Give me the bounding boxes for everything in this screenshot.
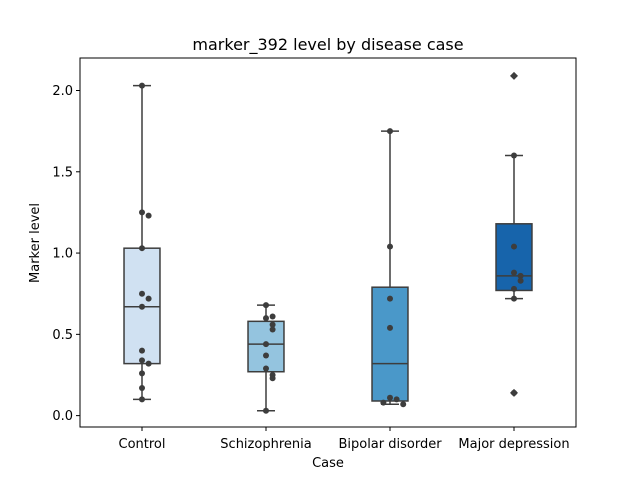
data-point xyxy=(139,290,145,297)
swarm-points xyxy=(380,128,407,408)
box-group xyxy=(371,130,409,405)
data-point xyxy=(517,277,524,284)
y-tick-label: 2.0 xyxy=(52,84,73,99)
data-point xyxy=(263,341,269,348)
swarm-points xyxy=(139,82,152,403)
data-point xyxy=(145,360,152,367)
swarm-points xyxy=(511,152,524,396)
data-point xyxy=(139,347,145,354)
data-point xyxy=(269,326,276,333)
data-point xyxy=(511,295,517,302)
data-point xyxy=(511,269,517,276)
x-tick-label: Bipolar disorder xyxy=(338,437,442,452)
data-point xyxy=(263,365,269,372)
box-group xyxy=(495,71,533,397)
data-point xyxy=(387,295,393,302)
data-point xyxy=(511,243,517,250)
y-tick-label: 0.0 xyxy=(52,409,73,424)
data-point xyxy=(511,389,517,396)
data-point xyxy=(263,352,269,359)
data-point xyxy=(269,313,276,320)
chart-title: marker_392 level by disease case xyxy=(192,35,463,55)
x-tick-label: Major depression xyxy=(458,437,569,452)
data-point xyxy=(387,394,393,401)
y-tick-label: 0.5 xyxy=(52,328,73,343)
x-axis-label: Case xyxy=(312,456,344,471)
data-point xyxy=(139,370,145,377)
y-tick-label: 1.5 xyxy=(52,165,73,180)
data-point xyxy=(393,396,400,403)
data-point xyxy=(139,357,145,364)
data-point xyxy=(380,399,387,406)
data-point xyxy=(139,396,145,403)
y-axis-label: Marker level xyxy=(28,203,43,283)
data-point xyxy=(387,324,393,331)
data-point xyxy=(139,82,145,89)
data-point xyxy=(139,245,145,252)
data-point xyxy=(511,285,517,292)
data-point xyxy=(139,384,145,391)
data-point xyxy=(387,243,393,250)
data-point xyxy=(263,302,269,309)
outlier-marker xyxy=(510,71,518,80)
data-point xyxy=(269,375,276,382)
data-point xyxy=(387,128,393,135)
data-point xyxy=(145,212,152,219)
box xyxy=(495,223,533,292)
data-point xyxy=(263,315,269,322)
plot-area xyxy=(123,71,533,414)
swarm-points xyxy=(263,302,276,414)
data-point xyxy=(517,272,524,279)
data-point xyxy=(139,209,145,216)
x-axis: Control Schizophrenia Bipolar disorder Majo… xyxy=(119,427,570,452)
x-tick-label: Schizophrenia xyxy=(220,437,311,452)
y-tick-label: 1.0 xyxy=(52,247,73,262)
data-point xyxy=(139,303,145,310)
data-point xyxy=(263,407,269,414)
data-point xyxy=(269,321,276,328)
data-point xyxy=(145,295,152,302)
y-axis: 0.0 0.5 1.0 1.5 2.0 xyxy=(52,84,80,424)
box xyxy=(371,286,409,402)
axes-frame xyxy=(79,57,577,428)
x-tick-label: Control xyxy=(119,437,166,452)
data-point xyxy=(511,152,517,159)
data-point xyxy=(400,401,407,408)
